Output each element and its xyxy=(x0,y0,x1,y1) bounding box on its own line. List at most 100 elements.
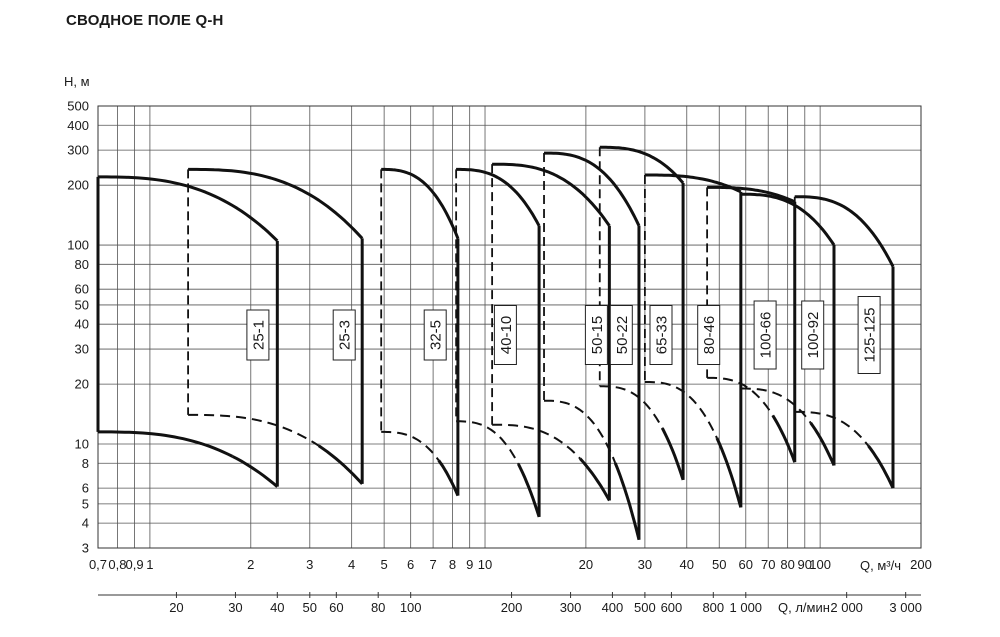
series-50-22 xyxy=(543,151,641,541)
chart-title: СВОДНОЕ ПОЛЕ Q-H xyxy=(66,12,224,29)
model-label-80-46: 80-46 xyxy=(697,305,721,365)
curve-bottom-dashed xyxy=(599,385,664,429)
x-tick-label: 20 xyxy=(579,557,593,572)
x-tick-label: 80 xyxy=(780,557,794,572)
y-tick-label: 100 xyxy=(67,238,89,253)
curve-bottom-dashed xyxy=(740,387,812,424)
model-label-box xyxy=(332,309,356,361)
x2-tick-label: 30 xyxy=(228,600,242,615)
model-labels: 25-1 25-3 32-5 40-10 50-15 50-22 65-33 80-46 100… xyxy=(246,296,881,374)
y-tick-label: 8 xyxy=(82,456,89,471)
x2-tick-label: 2 000 xyxy=(830,600,863,615)
model-label-box xyxy=(246,309,270,361)
x2-tick-label: 300 xyxy=(560,600,582,615)
y-tick-label: 40 xyxy=(75,317,89,332)
series-25-3 xyxy=(187,167,364,485)
curve-top xyxy=(599,145,685,184)
x-tick-label: 6 xyxy=(407,557,414,572)
x2-axis-label: Q, л/мин xyxy=(778,600,830,615)
series-100-66 xyxy=(706,185,797,463)
series-40-10 xyxy=(455,167,541,518)
x2-tick-label: 500 xyxy=(634,600,656,615)
curve-bottom-end xyxy=(437,459,460,497)
x2-tick-label: 400 xyxy=(602,600,624,615)
model-label-100-66: 100-66 xyxy=(753,300,777,370)
curve-bottom-end xyxy=(517,463,541,518)
x2-tick-label: 3 000 xyxy=(889,600,922,615)
x2-tick-label: 200 xyxy=(501,600,523,615)
curve-top xyxy=(381,167,460,239)
curve-top xyxy=(740,192,836,246)
x-tick-label: 1 xyxy=(146,557,153,572)
y-tick-label: 60 xyxy=(75,282,89,297)
model-label-text: 100-92 xyxy=(805,312,822,359)
curve-bottom-end xyxy=(771,414,797,463)
y-tick-label: 80 xyxy=(75,257,89,272)
model-label-box xyxy=(423,309,447,361)
x-tick-label: 70 xyxy=(761,557,775,572)
model-label-text: 40-10 xyxy=(498,316,515,354)
curve-bottom-end xyxy=(809,422,836,467)
curve-top xyxy=(456,167,541,227)
performance-curves xyxy=(96,145,895,541)
curve-top xyxy=(188,167,364,240)
x2-tick-label: 100 xyxy=(400,600,422,615)
x-tick-label: 5 xyxy=(381,557,388,572)
model-label-text: 125-125 xyxy=(862,307,879,362)
model-label-25-1: 25-1 xyxy=(246,309,270,361)
model-label-text: 25-1 xyxy=(250,320,267,350)
curve-bottom-end xyxy=(867,444,895,489)
curve-bottom-end xyxy=(715,437,743,508)
x-tick-label: 0,9 xyxy=(126,557,144,572)
model-label-text: 50-22 xyxy=(614,316,631,354)
x-axis-label: Q, м³/ч xyxy=(860,558,901,573)
y-tick-label: 5 xyxy=(82,496,89,511)
curve-top xyxy=(544,151,641,227)
x-tick-label: 9 xyxy=(466,557,473,572)
series-100-92 xyxy=(739,192,836,467)
x-tick-label: 50 xyxy=(712,557,726,572)
x2-tick-label: 40 xyxy=(270,600,284,615)
x-tick-label: 3 xyxy=(306,557,313,572)
model-label-50-22: 50-22 xyxy=(609,305,633,365)
curve-bottom-end xyxy=(578,457,611,502)
x-tick-label: 100 xyxy=(809,557,831,572)
series-50-15 xyxy=(491,162,611,502)
model-label-text: 32-5 xyxy=(428,320,445,350)
curve-bottom-end xyxy=(317,444,364,485)
x2-tick-label: 50 xyxy=(303,600,317,615)
curve-bottom-end xyxy=(660,427,685,481)
x-tick-label: 0,7 xyxy=(89,557,107,572)
curve-bottom-end xyxy=(613,462,641,541)
model-label-box xyxy=(857,296,881,374)
y-tick-label: 3 xyxy=(82,541,89,556)
curve-bottom-end xyxy=(231,455,279,488)
x2-tick-label: 800 xyxy=(702,600,724,615)
y-tick-label: 20 xyxy=(75,377,89,392)
x-tick-label: 90 xyxy=(798,557,812,572)
model-label-box xyxy=(493,305,517,365)
y-tick-label: 4 xyxy=(82,516,89,531)
model-label-box xyxy=(801,300,825,370)
model-label-box xyxy=(753,300,777,370)
model-label-40-10: 40-10 xyxy=(493,305,517,365)
x-tick-label: 30 xyxy=(638,557,652,572)
x2-tick-label: 60 xyxy=(329,600,343,615)
x2-tick-label: 20 xyxy=(169,600,183,615)
curve-bottom-dashed xyxy=(492,423,581,460)
y-tick-label: 50 xyxy=(75,297,89,312)
curve-bottom-dashed xyxy=(644,381,718,439)
model-label-65-33: 65-33 xyxy=(649,305,673,365)
x2-tick-label: 1 000 xyxy=(730,600,763,615)
curve-top xyxy=(707,185,796,204)
curve-bottom-dashed xyxy=(188,413,320,447)
x-tick-label: 40 xyxy=(680,557,694,572)
x-tick-label: 10 xyxy=(478,557,492,572)
x-tick-label: 200 xyxy=(910,557,932,572)
model-label-50-15: 50-15 xyxy=(584,305,608,365)
x2-tick-label: 600 xyxy=(661,600,683,615)
curve-bottom-dashed xyxy=(381,430,440,461)
series-32-5 xyxy=(380,167,460,497)
